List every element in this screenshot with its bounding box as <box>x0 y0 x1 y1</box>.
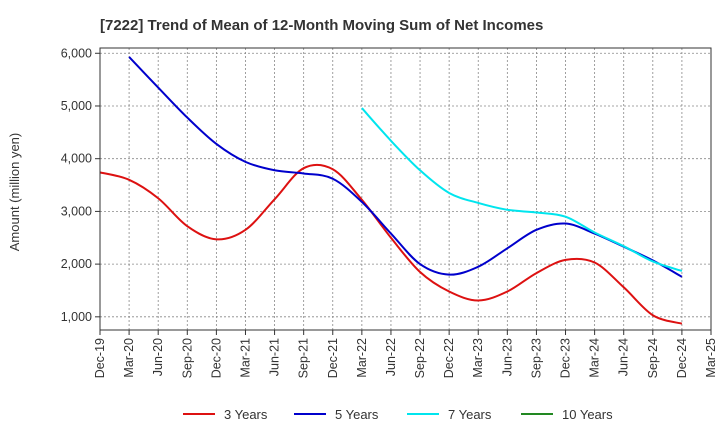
x-tick-label: Jun-24 <box>617 338 631 376</box>
x-tick-label: Dec-22 <box>442 338 456 378</box>
y-axis-label: Amount (million yen) <box>7 133 22 252</box>
x-axis: Dec-19 Mar-20 Jun-20 Sep-20 Dec-20 Mar-21 Jun-… <box>93 330 718 378</box>
x-tick-label: Sep-21 <box>297 338 311 378</box>
x-tick-label: Mar-21 <box>238 338 252 378</box>
series-line-7-years <box>361 107 683 272</box>
x-tick-label: Sep-20 <box>180 338 194 378</box>
series-line-3-years <box>99 163 683 325</box>
grid <box>100 48 711 330</box>
y-tick-label: 3,000 <box>61 204 92 218</box>
y-tick-label: 2,000 <box>61 257 92 271</box>
y-tick-label: 1,000 <box>61 310 92 324</box>
x-tick-label: Dec-24 <box>675 338 689 378</box>
x-tick-label: Mar-25 <box>704 338 718 378</box>
y-tick-label: 5,000 <box>61 99 92 113</box>
y-tick-label: 6,000 <box>61 46 92 60</box>
x-tick-label: Dec-20 <box>209 338 223 378</box>
x-tick-label: Mar-22 <box>355 338 369 378</box>
x-tick-label: Jun-22 <box>384 338 398 376</box>
x-tick-label: Dec-19 <box>93 338 107 378</box>
x-tick-label: Dec-21 <box>326 338 340 378</box>
plot-frame <box>99 47 712 331</box>
x-tick-label: Sep-22 <box>413 338 427 378</box>
chart-title: [7222] Trend of Mean of 12-Month Moving … <box>100 17 543 34</box>
legend-label-10-years: 10 Years <box>562 407 613 422</box>
x-tick-label: Jun-21 <box>268 338 282 376</box>
legend-label-3-years: 3 Years <box>224 407 268 422</box>
legend-label-5-years: 5 Years <box>335 407 379 422</box>
legend-label-7-years: 7 Years <box>448 407 492 422</box>
series-line-5-years <box>128 56 683 278</box>
x-tick-label: Sep-23 <box>529 338 543 378</box>
legend: 3 Years 5 Years 7 Years 10 Years <box>183 407 613 422</box>
y-tick-label: 4,000 <box>61 152 92 166</box>
x-tick-label: Jun-20 <box>151 338 165 376</box>
x-tick-label: Mar-20 <box>122 338 136 378</box>
x-tick-label: Jun-23 <box>500 338 514 376</box>
x-tick-label: Dec-23 <box>559 338 573 378</box>
y-axis: 1,000 2,000 3,000 4,000 5,000 6,000 <box>61 46 100 324</box>
x-tick-label: Sep-24 <box>646 338 660 378</box>
x-tick-label: Mar-24 <box>588 338 602 378</box>
x-tick-label: Mar-23 <box>471 338 485 378</box>
series-lines <box>99 56 683 325</box>
